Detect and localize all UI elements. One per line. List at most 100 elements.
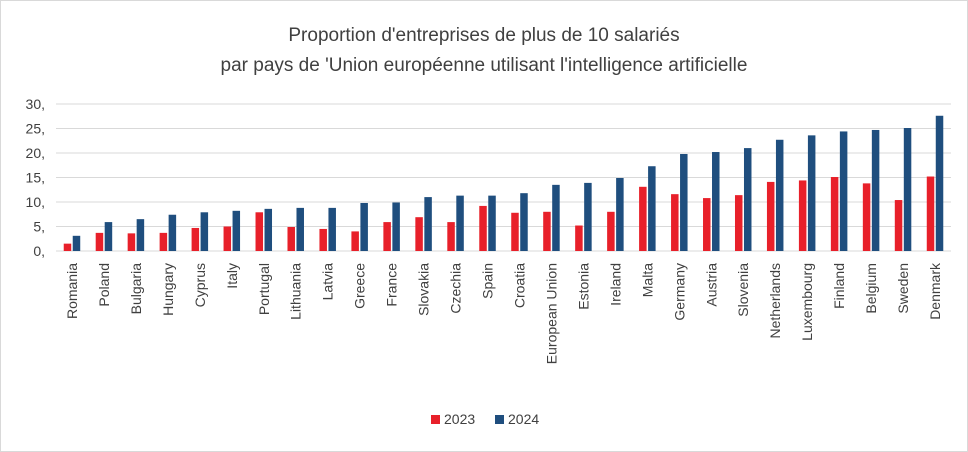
x-category-label: Spain [480,263,496,299]
bar-2023-latvia [319,228,327,251]
bar-2023-germany [671,194,679,251]
y-tick-label: 10, [26,194,45,210]
bar-2023-italy [223,226,232,251]
bar-2023-luxembourg [798,180,807,251]
chart-title-line-2: par pays de 'Union européenne utilisant … [221,55,748,76]
bar-2023-lithuania [287,226,295,251]
legend-label-2023: 2023 [444,411,475,427]
y-tick-label: 15, [26,170,45,186]
legend: 2023 2024 [431,411,539,427]
x-category-label: Netherlands [767,263,783,339]
bar-2023-bulgaria [127,233,136,251]
bar-2024-hungary [168,214,177,251]
bar-2024-slovakia [424,197,432,251]
x-category-label: Italy [224,263,240,289]
bars [63,115,944,251]
bar-2024-portugal [264,208,273,251]
bar-2024-denmark [935,115,944,251]
bar-2024-latvia [328,207,336,251]
x-category-label: Malta [639,263,655,297]
bar-2023-belgium [862,183,871,251]
x-category-label: Hungary [160,263,176,316]
chart-title-line-1: Proportion d'entreprises de plus de 10 s… [288,25,679,46]
bar-2024-sweden [903,128,912,251]
x-category-label: Latvia [320,263,336,301]
bar-2024-lithuania [296,207,304,251]
x-category-label: Lithuania [288,263,304,320]
x-category-label: Denmark [927,262,943,320]
bar-2023-croatia [511,212,519,251]
y-tick-label: 0, [33,243,45,259]
bar-2023-romania [63,243,72,251]
x-category-label: Bulgaria [128,263,144,315]
bar-2023-poland [95,232,104,251]
bar-2023-portugal [255,212,264,251]
x-category-label: Slovenia [735,263,751,317]
bar-2023-slovakia [415,217,423,251]
bar-2023-slovenia [734,195,743,251]
x-category-label: Germany [671,263,687,321]
x-axis-category-labels: Romania Poland Bulgaria Hungary Cyprus Italy P… [64,262,943,364]
bar-2023-sweden [894,200,903,251]
bar-2024-italy [232,210,241,251]
x-category-label: Greece [352,263,368,309]
bar-2024-belgium [871,129,880,251]
bar-2024-france [392,202,400,251]
bar-2024-austria [712,152,720,251]
x-category-label: Luxembourg [799,263,815,341]
bar-2024-greece [360,202,368,251]
bar-2023-greece [351,231,359,251]
x-category-label: Poland [96,263,112,307]
x-category-label: Ireland [607,263,623,306]
bar-2023-european-union [543,211,551,251]
y-tick-label: 20, [26,145,45,161]
bar-2024-luxembourg [807,135,816,251]
bar-2024-czechia [456,195,464,251]
bar-2023-netherlands [766,181,775,251]
bar-2023-france [383,222,391,251]
bar-2023-finland [830,177,839,251]
bar-2023-ireland [607,211,615,251]
x-category-label: European Union [543,263,559,364]
x-category-label: Estonia [575,263,591,310]
bar-2024-poland [104,222,113,251]
bar-2023-estonia [575,225,583,251]
bar-2024-netherlands [775,139,784,251]
bar-2023-denmark [926,176,935,251]
bar-2023-spain [479,205,487,251]
bar-2024-spain [488,195,496,251]
bar-2024-european-union [552,184,560,251]
bar-2023-czechia [447,222,455,251]
x-category-label: France [384,263,400,307]
bar-2023-cyprus [191,227,200,251]
bar-2024-slovenia [743,148,752,251]
x-category-label: Portugal [256,263,272,315]
y-tick-label: 5, [33,219,45,235]
bar-2024-estonia [584,182,592,251]
bar-2024-finland [839,131,848,251]
y-axis-tick-labels: 0, 5, 10, 15, 20, 25, 30, [26,96,45,259]
x-category-label: Czechia [448,263,464,314]
bar-2024-romania [72,235,81,251]
x-category-label: Slovakia [416,263,432,316]
bar-2024-malta [648,166,656,251]
x-category-label: Sweden [895,263,911,314]
bar-2024-croatia [520,193,528,251]
bar-2023-hungary [159,232,168,251]
legend-label-2024: 2024 [508,411,539,427]
bar-2024-cyprus [200,212,209,251]
bar-2024-ireland [616,177,624,251]
x-category-label: Cyprus [192,263,208,307]
y-tick-label: 25, [26,121,45,137]
x-category-label: Belgium [863,263,879,314]
legend-swatch-2023 [431,415,440,424]
bar-2024-bulgaria [136,219,145,251]
bar-2024-germany [680,153,688,251]
x-category-label: Croatia [511,263,527,308]
x-category-label: Romania [64,263,80,319]
bar-2023-malta [639,186,647,251]
bar-2023-austria [703,198,711,251]
legend-swatch-2024 [495,415,504,424]
x-category-label: Finland [831,263,847,309]
